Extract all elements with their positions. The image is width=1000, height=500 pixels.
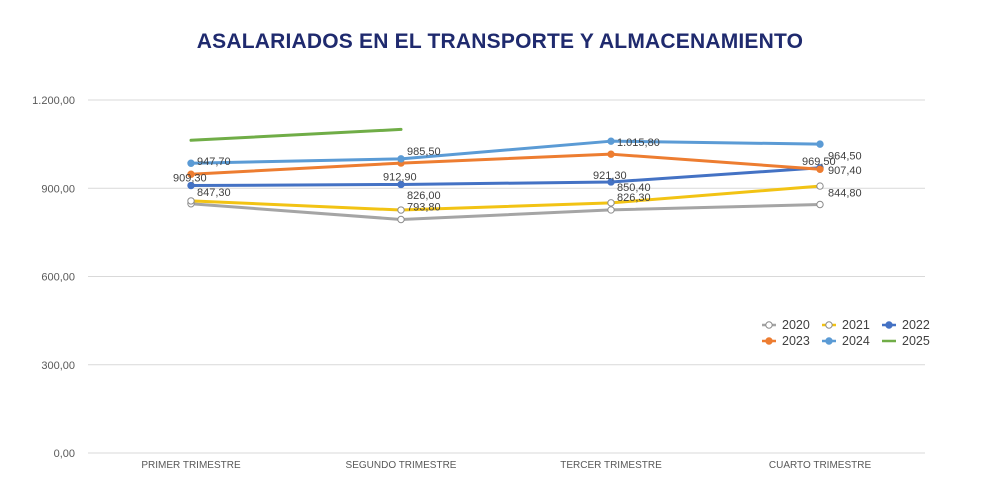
data-point-2024 [607, 137, 615, 145]
data-point-2021 [816, 182, 824, 190]
legend-item-2020: 2020 [762, 318, 810, 332]
data-point-2020 [397, 215, 405, 224]
data-label-2020: 793,80 [407, 201, 441, 213]
data-point-2023 [607, 150, 615, 158]
data-label-2023: 964,50 [828, 150, 862, 162]
series-line-2022 [189, 166, 822, 188]
x-tick-label: PRIMER TRIMESTRE [141, 460, 241, 471]
series-line-2021 [189, 184, 822, 212]
data-point-2022 [397, 180, 405, 189]
chart-title: ASALARIADOS EN EL TRANSPORTE Y ALMACENAM… [196, 30, 804, 53]
legend-label: 2024 [842, 334, 870, 348]
legend-label: 2022 [902, 318, 930, 332]
legend-label: 2025 [902, 334, 930, 348]
legend-item-2024: 2024 [822, 334, 870, 348]
data-point-2021 [607, 199, 615, 207]
data-point-2020 [607, 206, 615, 214]
legend-label: 2020 [782, 318, 810, 332]
data-label-2020: 847,30 [197, 187, 231, 199]
data-label-2021: 850,40 [617, 182, 651, 194]
data-point-2020 [816, 200, 824, 209]
series-line-2020 [189, 202, 822, 221]
y-tick-label: 1.200,00 [32, 95, 75, 107]
data-point-2023 [816, 165, 824, 173]
data-label-2022: 921,30 [593, 170, 627, 182]
y-tick-label: 600,00 [41, 272, 75, 284]
data-labels: 847,30 793,80 826,30 844,80 826,00 850,40 907,… [173, 137, 862, 213]
legend-swatch-marker [765, 321, 773, 329]
data-point-2022 [187, 181, 195, 190]
legend-item-2022: 2022 [882, 318, 930, 332]
data-point-2023 [187, 170, 195, 178]
data-label-2022: 912,90 [383, 171, 417, 183]
data-label-2023: 985,50 [407, 146, 441, 158]
y-tick-label: 0,00 [54, 448, 75, 460]
y-tick-label: 900,00 [41, 183, 75, 195]
legend-label: 2021 [842, 318, 870, 332]
legend-swatch-marker [885, 321, 893, 329]
legend-swatch-marker [765, 337, 773, 345]
data-label-2020: 826,30 [617, 192, 651, 204]
legend-swatch-marker [825, 321, 833, 329]
y-axis: 0,00 300,00 600,00 900,00 1.200,00 [32, 95, 75, 460]
legend: 2020 2021 2022 2023 2024 2025 [762, 318, 930, 348]
data-label-2022: 909,30 [173, 173, 207, 185]
data-point-2021 [187, 197, 195, 205]
x-tick-label: TERCER TRIMESTRE [560, 460, 662, 471]
data-label-2022: 969,50 [802, 156, 836, 168]
legend-item-2021: 2021 [822, 318, 870, 332]
series-line-2025 [189, 127, 403, 142]
data-label-2020: 844,80 [828, 187, 862, 199]
legend-label: 2023 [782, 334, 810, 348]
data-point-2021 [397, 206, 405, 214]
gridlines [88, 99, 925, 454]
legend-item-2023: 2023 [762, 334, 810, 348]
series-line-2023 [189, 152, 822, 176]
series-lines [189, 127, 822, 221]
data-point-2024 [397, 155, 405, 163]
data-label-2023: 947,70 [197, 156, 231, 168]
legend-swatch-marker [825, 337, 833, 345]
series-line-2024 [189, 139, 822, 165]
data-label-2023: 1.015,80 [617, 137, 660, 149]
data-point-2024 [187, 159, 195, 167]
data-point-2024 [816, 140, 824, 148]
y-tick-label: 300,00 [41, 360, 75, 372]
data-label-2021: 907,40 [828, 165, 862, 177]
x-tick-label: CUARTO TRIMESTRE [769, 460, 872, 471]
x-tick-label: SEGUNDO TRIMESTRE [346, 460, 457, 471]
x-axis: PRIMER TRIMESTRE SEGUNDO TRIMESTRE TERCER … [141, 460, 871, 471]
data-point-2022 [607, 178, 615, 186]
legend-item-2025: 2025 [882, 334, 930, 348]
data-label-2021: 826,00 [407, 190, 441, 202]
series-markers [187, 137, 824, 224]
